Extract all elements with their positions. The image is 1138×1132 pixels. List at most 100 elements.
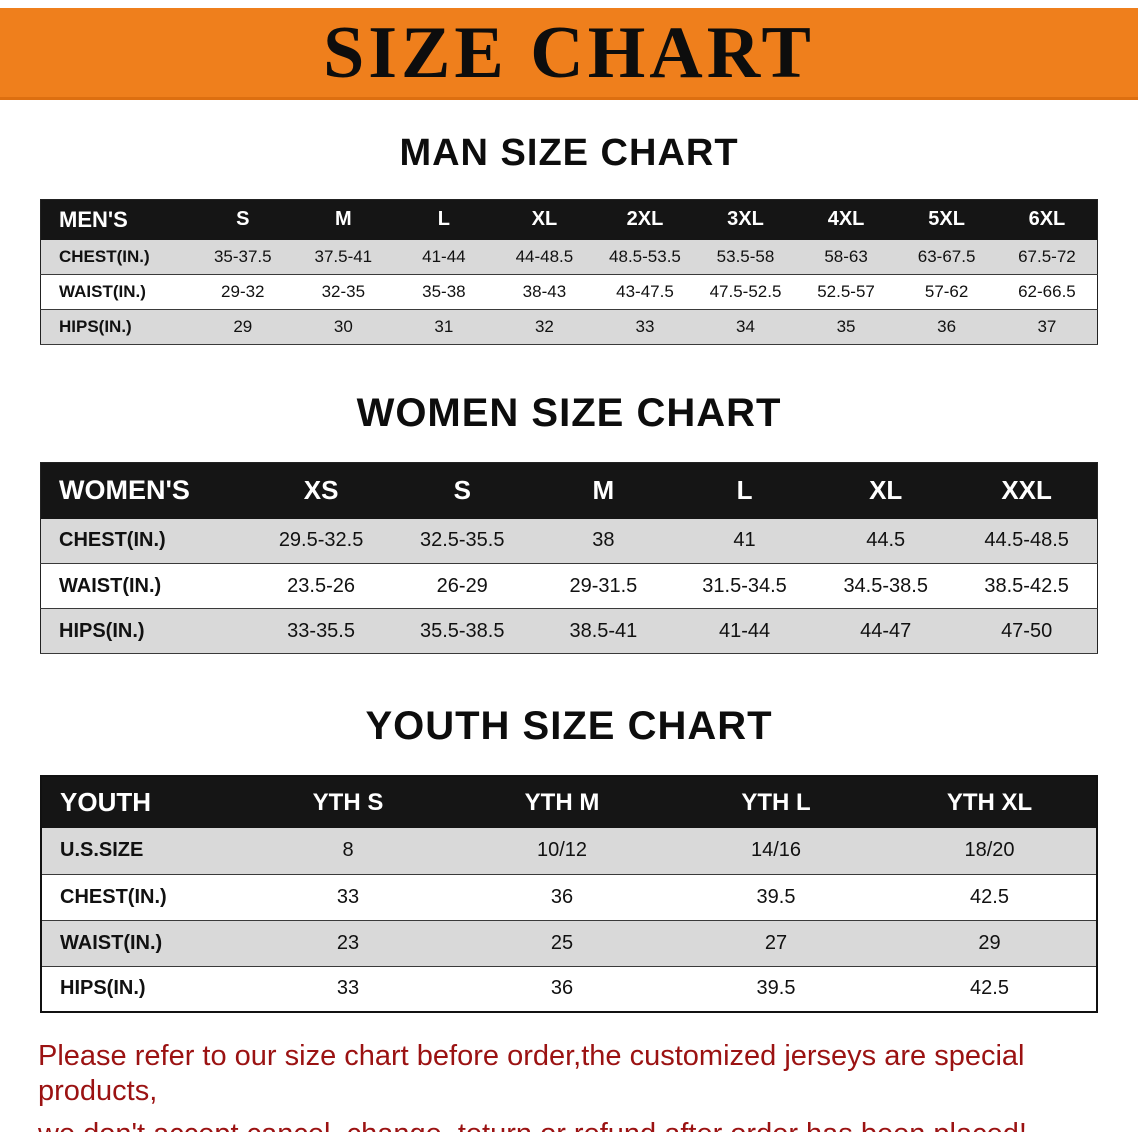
row-label-cell: HIPS(IN.)	[60, 977, 146, 1000]
size-value-cell: 44-48.5	[515, 246, 574, 266]
size-value-cell: 57-62	[924, 282, 969, 301]
size-value-cell: 37.5-41	[314, 246, 373, 266]
size-value-cell: 41-44	[422, 246, 466, 266]
size-value-cell: 35-38	[422, 282, 466, 301]
size-value-cell: 48.5-53.5	[609, 246, 681, 266]
size-column-header: YTH S	[241, 776, 455, 828]
size-value-cell: 42.5	[970, 885, 1009, 908]
table-row: CHEST(IN.) 35-37.5 37.5-41 41-44 44-48.5 48.5…	[40, 239, 1098, 275]
youth-size-table: YOUTH YTH S YTH M YTH L YTH XL U.S.SIZE 8 10/12…	[40, 775, 1098, 1013]
table-title-cell: MEN'S	[40, 199, 193, 240]
size-value-cell: 34	[736, 317, 755, 336]
women-size-table: WOMEN'S XS S M L XL XXL CHEST(IN.) 29.5-32.5 32.5…	[40, 462, 1098, 654]
size-value-cell: 38.5-42.5	[984, 574, 1069, 597]
row-label-cell: WAIST(IN.)	[59, 574, 162, 597]
row-label-cell: CHEST(IN.)	[59, 246, 150, 266]
size-value-cell: 42.5	[970, 977, 1009, 1000]
size-column-header: 5XL	[896, 199, 997, 240]
size-column-header: YTH M	[455, 776, 669, 828]
size-value-cell: 53.5-58	[716, 246, 775, 266]
table-row: WAIST(IN.) 23.5-26 26-29 29-31.5 31.5-34.5 34…	[40, 563, 1098, 609]
table-row: HIPS(IN.) 29 30 31 32 33 34 35 36 37	[40, 309, 1098, 345]
row-label-cell: CHEST(IN.)	[60, 885, 167, 908]
section-men: MAN SIZE CHART MEN'S S M L XL 2XL 3XL 4XL 5XL 6XL C…	[0, 132, 1138, 345]
table-header-row: MEN'S S M L XL 2XL 3XL 4XL 5XL 6XL	[40, 199, 1098, 240]
row-label-cell: WAIST(IN.)	[60, 931, 163, 954]
size-value-cell: 35.5-38.5	[419, 619, 505, 642]
size-value-cell: 39.5	[756, 885, 796, 908]
table-row: U.S.SIZE 8 10/12 14/16 18/20	[41, 828, 1097, 874]
size-column-header: S	[391, 462, 533, 519]
size-value-cell: 29.5-32.5	[278, 529, 364, 552]
size-value-cell: 8	[342, 839, 354, 862]
size-value-cell: 36	[937, 317, 957, 336]
size-column-header: S	[192, 199, 294, 240]
size-value-cell: 29	[233, 317, 253, 336]
size-value-cell: 32	[534, 317, 554, 336]
size-column-header: M	[532, 462, 674, 519]
row-label-cell: WAIST(IN.)	[59, 282, 146, 301]
size-value-cell: 58-63	[824, 246, 868, 266]
size-value-cell: 47-50	[1001, 619, 1053, 642]
table-title-cell: YOUTH	[41, 776, 241, 828]
table-row: WAIST(IN.) 23 25 27 29	[41, 920, 1097, 966]
size-value-cell: 44.5	[866, 529, 906, 552]
sections-container: MAN SIZE CHART MEN'S S M L XL 2XL 3XL 4XL 5XL 6XL C…	[0, 132, 1138, 1013]
size-value-cell: 44.5-48.5	[984, 529, 1069, 552]
size-column-header: XL	[815, 462, 957, 519]
size-column-header: XL	[494, 199, 595, 240]
note-line-2: we don't accept cancel, change, teturn o…	[38, 1117, 1100, 1132]
size-value-cell: 41	[733, 529, 756, 552]
size-value-cell: 36	[550, 977, 574, 1000]
banner: SIZE CHART	[0, 8, 1138, 100]
men-size-chart-heading: MAN SIZE CHART	[399, 132, 739, 174]
size-value-cell: 31.5-34.5	[702, 574, 787, 597]
table-row: CHEST(IN.) 29.5-32.5 32.5-35.5 38 41 44.5 44.5…	[40, 518, 1098, 564]
table-header-row: YOUTH YTH S YTH M YTH L YTH XL	[41, 776, 1097, 828]
size-value-cell: 67.5-72	[1018, 246, 1076, 266]
size-value-cell: 32-35	[321, 282, 366, 301]
size-value-cell: 29-31.5	[569, 574, 638, 597]
size-value-cell: 23.5-26	[287, 574, 355, 597]
disclaimer-note: Please refer to our size chart before or…	[0, 1039, 1138, 1132]
size-value-cell: 29-32	[221, 282, 265, 301]
size-value-cell: 37	[1037, 317, 1057, 336]
size-column-header: L	[393, 199, 495, 240]
size-column-header: 3XL	[695, 199, 796, 240]
size-value-cell: 10/12	[536, 839, 588, 862]
size-value-cell: 27	[764, 931, 788, 954]
size-value-cell: 41-44	[718, 619, 771, 642]
size-value-cell: 39.5	[756, 977, 796, 1000]
size-value-cell: 33-35.5	[287, 619, 355, 642]
row-label-cell: CHEST(IN.)	[59, 529, 166, 552]
size-value-cell: 35-37.5	[213, 246, 272, 266]
size-value-cell: 14/16	[750, 839, 802, 862]
size-value-cell: 47.5-52.5	[709, 282, 782, 301]
size-column-header: XS	[250, 462, 392, 519]
page-title: SIZE CHART	[323, 11, 815, 94]
size-value-cell: 52.5-57	[817, 282, 875, 301]
size-value-cell: 33	[336, 977, 360, 1000]
note-line-1: Please refer to our size chart before or…	[38, 1040, 1025, 1107]
row-label-cell: U.S.SIZE	[60, 839, 144, 862]
size-value-cell: 33	[635, 317, 655, 336]
size-column-header: YTH XL	[883, 776, 1097, 828]
size-value-cell: 44-47	[860, 619, 912, 642]
size-value-cell: 30	[333, 317, 353, 336]
youth-size-chart-heading: YOUTH SIZE CHART	[365, 704, 773, 748]
size-column-header: M	[293, 199, 394, 240]
section-youth: YOUTH SIZE CHART YOUTH YTH S YTH M YTH L YTH …	[0, 704, 1138, 1013]
size-value-cell: 31	[434, 317, 454, 336]
women-size-chart-heading: WOMEN SIZE CHART	[356, 391, 782, 435]
size-value-cell: 35	[836, 317, 856, 336]
table-header-row: WOMEN'S XS S M L XL XXL	[40, 462, 1098, 519]
row-label-cell: HIPS(IN.)	[59, 619, 145, 642]
size-value-cell: 36	[550, 885, 574, 908]
size-value-cell: 38	[592, 529, 615, 552]
size-column-header: 2XL	[594, 199, 696, 240]
row-label-cell: HIPS(IN.)	[59, 317, 132, 336]
table-row: HIPS(IN.) 33 36 39.5 42.5	[41, 966, 1097, 1012]
size-column-header: XXL	[956, 462, 1098, 519]
size-value-cell: 26-29	[436, 574, 488, 597]
